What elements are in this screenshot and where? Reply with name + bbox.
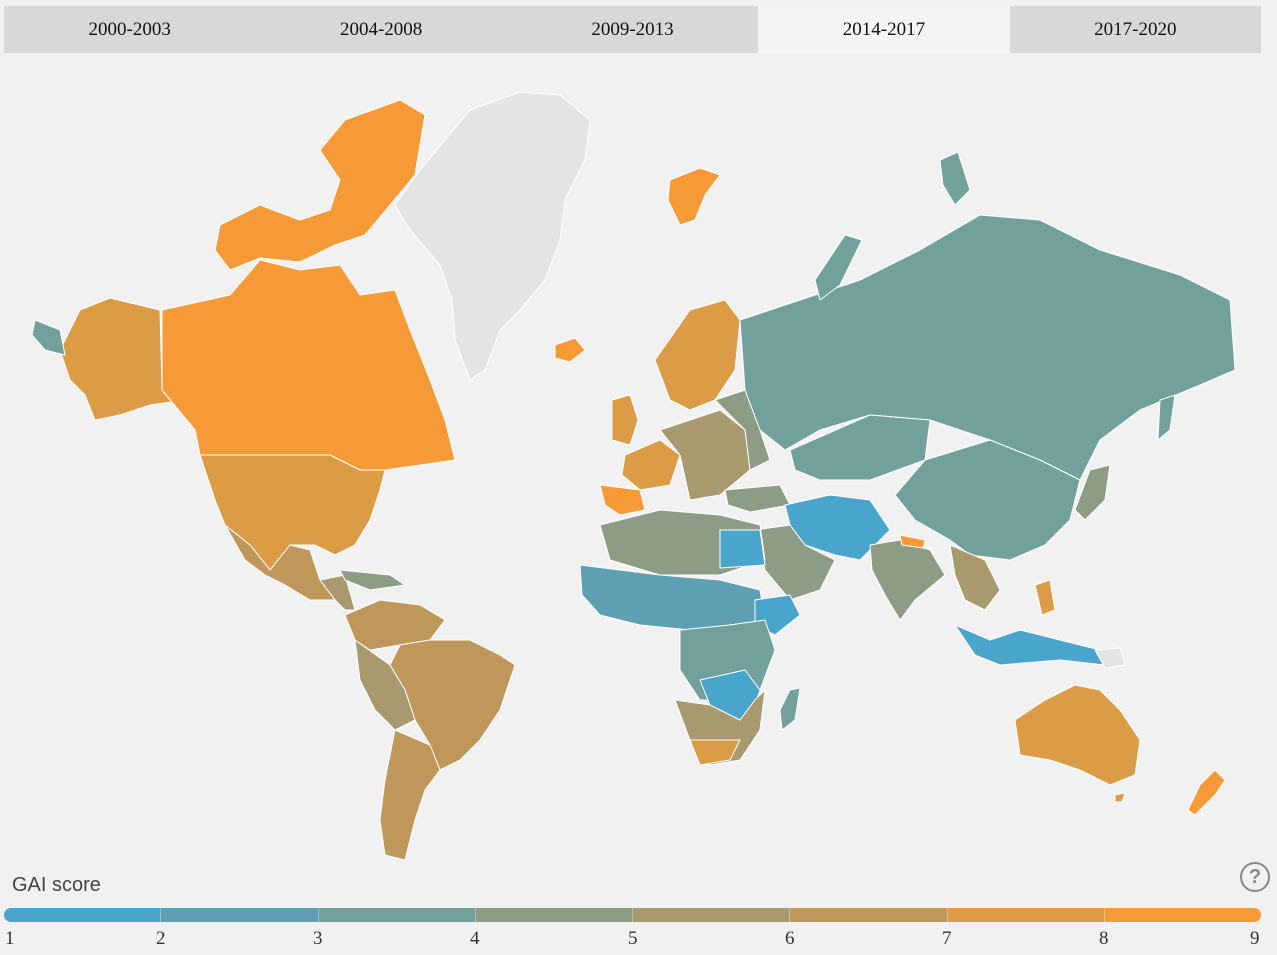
scale-segment-5 [633, 908, 791, 922]
scale-tick-8: 8 [1099, 928, 1109, 949]
legend-title: GAI score [12, 874, 101, 896]
tab-2000-2003[interactable]: 2000-2003 [88, 18, 171, 40]
egypt-region [719, 529, 766, 569]
scale-segment-6 [790, 908, 948, 922]
scale-segment-3 [318, 908, 476, 922]
scale-segment-1 [4, 908, 162, 922]
color-scale-bar [4, 908, 1261, 922]
alaska-islands [31, 319, 66, 356]
peru-bolivia-region [354, 639, 416, 731]
france-region [621, 439, 681, 491]
scale-tick-4: 4 [470, 928, 480, 949]
scale-tick-2: 2 [156, 928, 166, 949]
scale-tick-9: 9 [1250, 928, 1260, 949]
svalbard-region [667, 167, 721, 226]
period-tabs: 2000-2003 2004-2008 2009-2013 2014-2017 … [4, 6, 1261, 53]
uk-region [611, 394, 639, 446]
scale-tick-7: 7 [942, 928, 952, 949]
scale-segment-7 [947, 908, 1105, 922]
spain-region [599, 484, 646, 516]
central-europe-region [659, 409, 751, 501]
caribbean-region [339, 569, 406, 591]
tasmania-region [1114, 792, 1126, 803]
kazakhstan-region [789, 414, 931, 481]
india-region [869, 539, 946, 621]
southeast-asia-region [949, 544, 1001, 611]
tab-2004-2008[interactable]: 2004-2008 [339, 18, 423, 40]
madagascar-region [779, 687, 801, 731]
scale-segment-4 [475, 908, 633, 922]
world-map [31, 91, 1236, 861]
australia-region [1014, 684, 1141, 786]
papua-region [1094, 647, 1126, 669]
tab-2017-2020[interactable]: 2017-2020 [1094, 18, 1177, 40]
greenland-region [394, 91, 591, 381]
question-circle-icon[interactable]: ? [1240, 862, 1270, 892]
nepal-region [899, 534, 926, 549]
sakhalin-region [1157, 394, 1176, 441]
indonesia-region [954, 624, 1106, 666]
tab-2009-2013[interactable]: 2009-2013 [591, 18, 674, 40]
alaska-region [59, 297, 186, 421]
iceland-region [554, 337, 586, 363]
philippines-region [1034, 579, 1056, 616]
russia-region [739, 214, 1236, 481]
turkey-region [724, 484, 791, 513]
new-zealand-region [1187, 769, 1226, 816]
japan-region [1074, 464, 1111, 521]
scale-tick-3: 3 [313, 928, 323, 949]
tab-2014-2017[interactable]: 2014-2017 [758, 6, 1010, 53]
china-region [894, 439, 1081, 561]
argentina-chile-region [379, 729, 441, 861]
scale-segment-8 [1104, 908, 1261, 922]
scale-tick-6: 6 [785, 928, 795, 949]
south-africa-region [689, 739, 741, 766]
scandinavia-region [654, 299, 741, 411]
central-america-region [319, 574, 356, 611]
canada-arctic-islands [214, 99, 426, 271]
canada-region [161, 259, 456, 471]
scale-tick-5: 5 [628, 928, 638, 949]
scale-segment-2 [161, 908, 319, 922]
severnaya-region [939, 151, 971, 206]
scale-tick-1: 1 [5, 928, 15, 949]
arabia-region [754, 524, 836, 601]
novaya-zemlya-region [814, 234, 863, 301]
